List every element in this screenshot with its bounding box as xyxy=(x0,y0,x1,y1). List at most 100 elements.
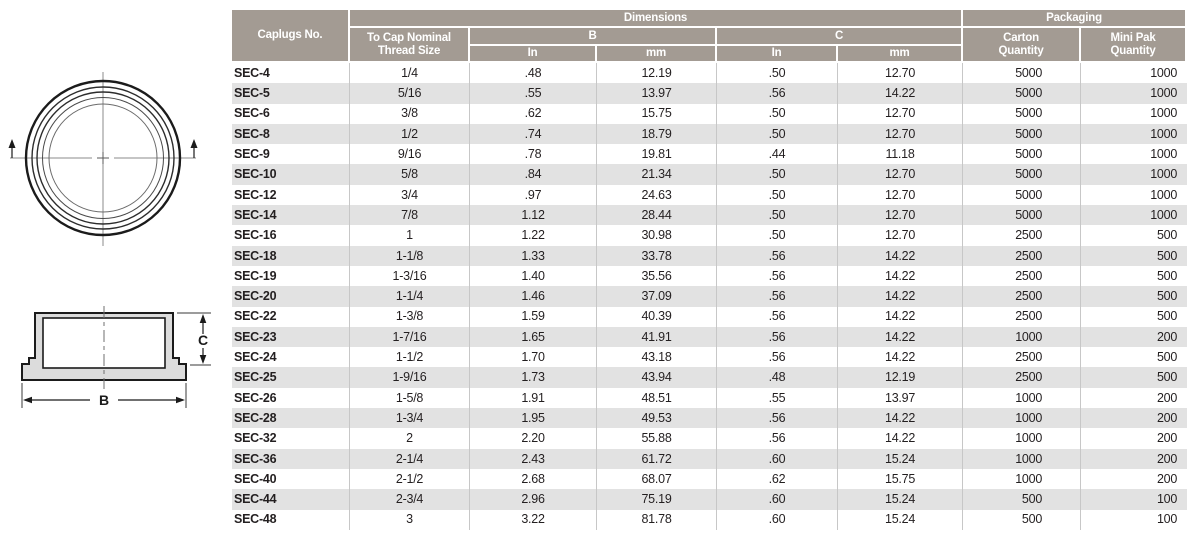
cell-c_in: .56 xyxy=(717,245,838,266)
cell-mini_pak: 1000 xyxy=(1150,147,1178,162)
table-row: SEC-8 1/2.74 18.79.50 12.70 5000 1000 xyxy=(232,123,1188,145)
table-row: SEC-6 3/8.62 15.75.50 12.70 5000 1000 xyxy=(232,103,1187,124)
table-row: SEC-19 1-3/16 1.40 35.56.56 14.22 2500 500 xyxy=(232,265,1187,287)
cell-c_mm: 12.70 xyxy=(838,205,964,226)
cell-mini_pak: 1000 xyxy=(1081,123,1188,145)
cell-b_in: 1.65 xyxy=(470,326,597,348)
col-header-c: C xyxy=(717,28,964,46)
table-row: SEC-10 5/8.84 21.34.50 12.70 5000 1000 xyxy=(232,164,1188,185)
cell-mini_pak: 200 xyxy=(1081,448,1188,469)
cell-c_mm: 14.22 xyxy=(838,326,964,348)
cell-c_mm: 12.70 xyxy=(838,184,964,206)
cell-b_mm: 43.18 xyxy=(597,347,717,368)
cell-c_mm: 15.75 xyxy=(838,468,964,490)
cell-no: SEC-18 xyxy=(232,245,350,266)
cell-b_mm: 81.78 xyxy=(597,509,717,530)
cell-no: SEC-24 xyxy=(232,347,350,368)
cell-c_mm: 12.70 xyxy=(838,225,964,246)
cell-b_mm: 18.79 xyxy=(597,123,717,145)
cell-no: SEC-23 xyxy=(232,326,350,348)
cell-c_in: .60 xyxy=(717,448,838,469)
spec-table: Caplugs No. Dimensions Packaging To Cap … xyxy=(232,10,1188,530)
cell-thread: 1-1/4 xyxy=(350,286,470,307)
cell-carton: 5000 xyxy=(963,103,1082,124)
cell-c_in: .50 xyxy=(717,205,838,226)
cell-no: SEC-44 xyxy=(232,489,350,510)
cell-thread: 1 xyxy=(350,225,470,246)
cell-thread: 5/16 xyxy=(350,83,470,104)
table-row: SEC-20 1-1/4 1.46 37.09.56 14.22 2500 500 xyxy=(232,286,1188,307)
cell-b_in: .74 xyxy=(470,123,597,145)
cell-b_mm: 24.63 xyxy=(597,184,717,206)
cell-thread: 3/4 xyxy=(350,184,470,206)
cell-b_in: 1.59 xyxy=(470,306,597,327)
table-row: SEC-26 1-5/8 1.91 48.51.55 13.97 1000 200 xyxy=(232,387,1187,409)
col-header-carton-quantity: Carton Quantity xyxy=(963,28,1082,63)
cell-b_mm: 75.19 xyxy=(597,489,717,510)
cell-thread: 1/4 xyxy=(350,63,470,84)
cell-thread: 2 xyxy=(350,428,470,449)
cell-c_mm: 13.97 xyxy=(838,387,964,409)
cell-c_in: .55 xyxy=(717,387,838,409)
minipak-line1: Mini Pak xyxy=(1110,31,1156,44)
cell-carton: 1000 xyxy=(963,448,1082,469)
cell-b_in: 1.91 xyxy=(470,387,597,409)
cell-no: SEC-32 xyxy=(232,428,350,449)
c-arrow-down xyxy=(199,355,207,364)
cell-mini_pak: 500 xyxy=(1081,245,1188,266)
cell-carton: 5000 xyxy=(963,164,1082,185)
cell-thread: 1/2 xyxy=(350,123,470,145)
cell-c_mm: 15.24 xyxy=(838,509,964,530)
cell-c_mm: 12.70 xyxy=(838,103,964,124)
cell-b_in: 1.73 xyxy=(470,367,597,388)
table-row: SEC-32 2 2.20 55.88.56 14.22 1000 200 xyxy=(232,428,1187,449)
table-row: SEC-25 1-9/16 1.73 43.94.48 12.19 2500 500 xyxy=(232,367,1188,388)
cell-mini_pak: 1000 xyxy=(1081,164,1188,185)
cell-c_in: .50 xyxy=(717,184,838,206)
cell-b_mm: 35.56 xyxy=(597,265,717,287)
col-header-caplugs-no: Caplugs No. xyxy=(232,10,350,63)
cell-b_mm: 49.53 xyxy=(597,408,717,429)
cell-c_mm: 14.22 xyxy=(838,286,964,307)
col-header-c-mm: mm xyxy=(838,46,964,63)
cell-thread: 7/8 xyxy=(350,205,470,226)
cell-thread: 1-3/4 xyxy=(350,408,470,429)
cell-thread: 2-1/4 xyxy=(350,448,470,469)
cell-no: SEC-9 xyxy=(232,144,350,165)
table-row: SEC-22 1-3/8 1.59 40.39.56 14.22 2500 500 xyxy=(232,306,1187,327)
table-row: SEC-48 3 3.22 81.78.60 15.24 500 100 xyxy=(232,509,1187,530)
cell-b_mm: 19.81 xyxy=(597,144,717,165)
spec-table-header: Caplugs No. Dimensions Packaging To Cap … xyxy=(232,10,1188,63)
section-arrow-left xyxy=(8,139,16,148)
cell-b_mm: 41.91 xyxy=(597,326,717,348)
cell-c_mm: 14.22 xyxy=(838,408,964,429)
cell-mini_pak: 200 xyxy=(1156,431,1178,446)
cell-mini_pak: 200 xyxy=(1156,471,1178,486)
cell-b_mm: 40.39 xyxy=(597,306,717,327)
cell-mini_pak: 500 xyxy=(1156,309,1178,324)
cell-b_in: 2.20 xyxy=(470,428,597,449)
cell-c_mm: 12.70 xyxy=(838,164,964,185)
col-group-packaging: Packaging xyxy=(963,10,1188,28)
cell-b_mm: 48.51 xyxy=(597,387,717,409)
cell-c_in: .44 xyxy=(717,144,838,165)
cell-thread: 2-3/4 xyxy=(350,489,470,510)
col-header-c-in: In xyxy=(717,46,838,63)
cell-mini_pak: 1000 xyxy=(1150,65,1178,80)
table-row: SEC-4 1/4.48 12.19.50 12.70 5000 1000 xyxy=(232,63,1187,84)
cell-b_mm: 30.98 xyxy=(597,225,717,246)
c-dimension-label: C xyxy=(198,332,208,348)
cell-no: SEC-28 xyxy=(232,408,350,429)
cell-c_mm: 14.22 xyxy=(838,245,964,266)
table-row: SEC-23 1-7/16 1.65 41.91.56 14.22 1000 200 xyxy=(232,326,1188,348)
cell-c_mm: 14.22 xyxy=(838,347,964,368)
cell-b_in: .84 xyxy=(470,164,597,185)
cell-no: SEC-14 xyxy=(232,205,350,226)
cell-carton: 2500 xyxy=(963,306,1082,327)
cell-carton: 1000 xyxy=(963,387,1082,409)
cell-c_in: .56 xyxy=(717,428,838,449)
cell-carton: 5000 xyxy=(963,123,1082,145)
cell-thread: 1-9/16 xyxy=(350,367,470,388)
cell-mini_pak: 100 xyxy=(1156,512,1178,527)
cell-thread: 2-1/2 xyxy=(350,468,470,490)
